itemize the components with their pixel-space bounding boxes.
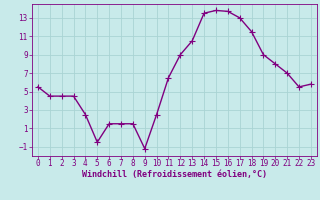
X-axis label: Windchill (Refroidissement éolien,°C): Windchill (Refroidissement éolien,°C)	[82, 170, 267, 179]
